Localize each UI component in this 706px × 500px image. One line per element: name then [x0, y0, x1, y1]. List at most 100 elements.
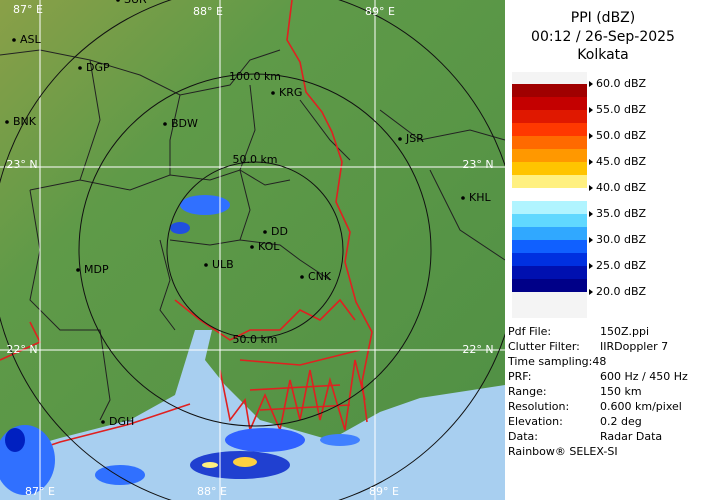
scale-band — [512, 240, 587, 253]
info-value: 150Z.ppi — [600, 325, 649, 338]
scale-label: 55.0 dBZ — [596, 103, 647, 116]
scale-band — [512, 136, 587, 149]
place-dot — [5, 120, 9, 124]
graticule — [0, 0, 505, 500]
place-dot — [398, 137, 402, 141]
range-label: 100.0 km — [229, 70, 281, 83]
place-dot — [163, 122, 167, 126]
place-label: KRG — [279, 86, 302, 99]
grid-label: 89° E — [365, 5, 395, 18]
scale-band — [512, 266, 587, 279]
grid-label: 22° N — [6, 343, 37, 356]
panel-time: 00:12 / 26-Sep-2025 — [531, 29, 675, 45]
place-dot — [12, 38, 16, 42]
scale-arrow — [589, 263, 593, 269]
grid-label: 22° N — [462, 343, 493, 356]
scale-label: 20.0 dBZ — [596, 285, 647, 298]
place-dot — [78, 66, 82, 70]
scale-label: 60.0 dBZ — [596, 77, 647, 90]
scale-band — [512, 227, 587, 240]
info-label: Elevation: — [508, 415, 563, 428]
scale-arrow — [589, 159, 593, 165]
info-label: Range: — [508, 385, 547, 398]
scale-band — [512, 201, 587, 214]
scale-band — [512, 149, 587, 162]
place-label: BNK — [13, 115, 37, 128]
panel-station: Kolkata — [577, 47, 628, 63]
grid-label: 89° E — [369, 485, 399, 498]
scale-band — [512, 123, 587, 136]
place-label: ASL — [20, 33, 42, 46]
scale-arrow — [589, 237, 593, 243]
info-label: Data: — [508, 430, 538, 443]
scale-band — [512, 175, 587, 188]
map-labels: 87° E 88° E 89° E 23° N 23° N 22° N 22° N 87° E… — [5, 0, 494, 498]
scale-band — [512, 188, 587, 201]
scale-label: 25.0 dBZ — [596, 259, 647, 272]
grid-label: 87° E — [13, 3, 43, 16]
scale-arrow — [589, 211, 593, 217]
footer: Rainbow® SELEX-SI — [508, 445, 618, 458]
scale-label: 40.0 dBZ — [596, 181, 647, 194]
place-dot — [204, 263, 208, 267]
info-value: 0.600 km/pixel — [600, 400, 682, 413]
scale-label: 35.0 dBZ — [596, 207, 647, 220]
scale-band — [512, 253, 587, 266]
info-value: IIRDoppler 7 — [600, 340, 668, 353]
scale-label: 45.0 dBZ — [596, 155, 647, 168]
info-value: 150 km — [600, 385, 642, 398]
place-label: SUR — [124, 0, 147, 6]
scale-band — [512, 110, 587, 123]
info-label: Pdf File: — [508, 325, 551, 338]
map — [0, 0, 520, 500]
place-dot — [263, 230, 267, 234]
place-dot — [250, 245, 254, 249]
place-label: DGP — [86, 61, 110, 74]
color-scale: 60.0 dBZ 55.0 dBZ 50.0 dBZ 45.0 dBZ 40.0 dBZ… — [512, 72, 647, 318]
scale-arrow — [589, 289, 593, 295]
info-label: Clutter Filter: — [508, 340, 580, 353]
scale-arrow — [589, 133, 593, 139]
scale-cap — [512, 72, 587, 84]
place-label: ULB — [212, 258, 234, 271]
place-label: DD — [271, 225, 288, 238]
place-label: BDW — [171, 117, 198, 130]
scale-band — [512, 84, 587, 97]
scale-arrow — [589, 107, 593, 113]
place-label: DGH — [109, 415, 134, 428]
district-borders — [0, 49, 506, 421]
place-label: JSR — [405, 132, 424, 145]
place-dot — [461, 196, 465, 200]
scale-band — [512, 279, 587, 292]
place-dot — [76, 268, 80, 272]
grid-label: 88° E — [197, 485, 227, 498]
place-label: MDP — [84, 263, 109, 276]
place-label: KHL — [469, 191, 491, 204]
scale-band — [512, 214, 587, 227]
panel-title: PPI (dBZ) — [571, 10, 635, 26]
scale-band — [512, 97, 587, 110]
scale-arrow — [589, 185, 593, 191]
info-value: 600 Hz / 450 Hz — [600, 370, 688, 383]
place-dot — [101, 420, 105, 424]
place-label: KOL — [258, 240, 280, 253]
info-value: Radar Data — [600, 430, 662, 443]
scale-cap — [512, 292, 587, 318]
range-label: 50.0 km — [232, 333, 277, 346]
grid-label: 87° E — [25, 485, 55, 498]
grid-label: 23° N — [462, 158, 493, 171]
grid-label: 23° N — [6, 158, 37, 171]
grid-label: 88° E — [193, 5, 223, 18]
scale-label: 50.0 dBZ — [596, 129, 647, 142]
place-label: CNK — [308, 270, 332, 283]
info-label: Resolution: — [508, 400, 569, 413]
scale-label: 30.0 dBZ — [596, 233, 647, 246]
place-dot — [271, 91, 275, 95]
place-dot — [300, 275, 304, 279]
info-block: Pdf File: 150Z.ppi Clutter Filter: IIRDoppl… — [507, 325, 688, 443]
radar-echoes — [0, 195, 360, 495]
range-label: 50.0 km — [232, 153, 277, 166]
sea — [0, 330, 505, 500]
